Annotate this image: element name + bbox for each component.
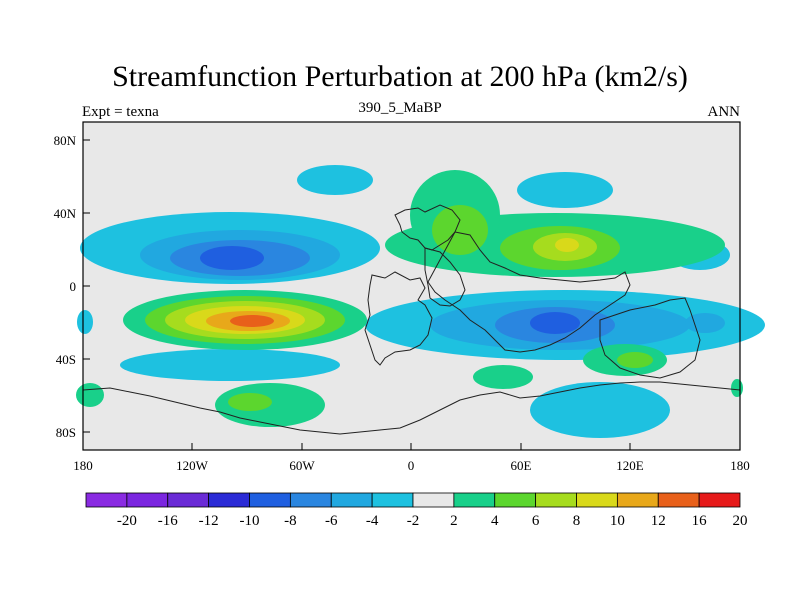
colorbar-label: 6 bbox=[532, 513, 540, 529]
colorbar-swatch bbox=[576, 492, 618, 508]
colorbar-swatch bbox=[535, 492, 577, 508]
contour-green-europe-2 bbox=[432, 205, 488, 255]
lon-tick-label: 120W bbox=[176, 458, 209, 473]
colorbar-swatch bbox=[453, 492, 496, 508]
colorbar-swatch bbox=[249, 492, 291, 508]
colorbar-swatch bbox=[330, 492, 373, 508]
colorbar-swatch bbox=[126, 492, 169, 508]
colorbar-label: 2 bbox=[450, 513, 458, 529]
coastline-europe bbox=[394, 204, 461, 251]
coastline-africa bbox=[424, 247, 466, 307]
lat-tick-label: 80N bbox=[54, 133, 77, 148]
lat-axis: 80N 40N 0 40S 80S bbox=[54, 133, 90, 440]
contour-green-right-edge bbox=[731, 379, 743, 397]
subtitle-label: 390_5_MaBP bbox=[358, 100, 442, 116]
colorbar-swatch bbox=[371, 492, 414, 508]
colorbar-label: -4 bbox=[366, 513, 379, 529]
colorbar-label: -8 bbox=[284, 513, 297, 529]
colorbar-label: 12 bbox=[651, 513, 666, 529]
contour-green-atlantic-south bbox=[473, 365, 533, 389]
colorbar-label: 20 bbox=[733, 513, 748, 529]
lon-tick-label: 0 bbox=[408, 458, 415, 473]
experiment-label: Expt = texna bbox=[82, 104, 159, 120]
lat-tick-label: 80S bbox=[56, 425, 76, 440]
lat-tick-label: 40S bbox=[56, 352, 76, 367]
contour-blue-tropical-core bbox=[530, 312, 580, 334]
contour-blue-tropical-east bbox=[685, 313, 725, 333]
coastline-australia bbox=[599, 297, 701, 379]
colorbar-swatch bbox=[208, 492, 250, 508]
colorbar-swatch bbox=[657, 492, 700, 508]
contour-green-antarctic-2 bbox=[228, 393, 272, 411]
colorbar-swatch bbox=[412, 492, 455, 508]
colorbar-label: -6 bbox=[325, 513, 338, 529]
lon-tick-label: 120E bbox=[616, 458, 644, 473]
lon-tick-label: 180 bbox=[730, 458, 750, 473]
colorbar-swatch bbox=[85, 492, 128, 508]
colorbar-label: -20 bbox=[117, 513, 137, 529]
colorbar-label: -12 bbox=[199, 513, 219, 529]
lat-tick-label: 40N bbox=[54, 206, 77, 221]
colorbar-label: -10 bbox=[240, 513, 260, 529]
contour-blue-south-ocean bbox=[530, 382, 670, 438]
plot-area bbox=[76, 121, 765, 451]
lon-axis: 180 120W 60W 0 60E 120E 180 bbox=[73, 443, 750, 473]
contour-blue-small-top-right bbox=[517, 172, 613, 208]
colorbar-label: 16 bbox=[692, 513, 708, 529]
contour-green-pacific-tropical-6 bbox=[230, 315, 274, 327]
colorbar: -20 -16 -12 -10 -8 -6 -4 -2 2 4 6 8 10 12 16 20 bbox=[85, 492, 748, 529]
contour-green-indian-south-2 bbox=[617, 352, 653, 368]
colorbar-swatch bbox=[167, 492, 210, 508]
coastlines bbox=[82, 204, 741, 435]
colorbar-label: 10 bbox=[610, 513, 625, 529]
lat-tick-label: 0 bbox=[70, 279, 77, 294]
colorbar-swatch bbox=[494, 492, 537, 508]
colorbar-swatch bbox=[698, 492, 741, 508]
contour-green-left-edge bbox=[76, 383, 104, 407]
colorbar-swatch bbox=[616, 492, 659, 508]
colorbar-swatch bbox=[289, 492, 332, 508]
contour-blue-pacific-north-core bbox=[200, 246, 264, 270]
contour-green-asia-core bbox=[555, 238, 579, 252]
colorbar-label: 8 bbox=[573, 513, 581, 529]
coastline-asia bbox=[427, 231, 631, 353]
lon-tick-label: 60W bbox=[289, 458, 315, 473]
contour-blue-south-pacific bbox=[120, 349, 340, 381]
colorbar-label: -2 bbox=[407, 513, 420, 529]
coastline-americas bbox=[364, 271, 433, 366]
lon-tick-label: 60E bbox=[511, 458, 532, 473]
coastline-antarctica bbox=[82, 381, 741, 435]
contour-blue-left-edge bbox=[77, 310, 93, 334]
lon-tick-label: 180 bbox=[73, 458, 93, 473]
map-title: Streamfunction Perturbation at 200 hPa (… bbox=[112, 60, 688, 93]
season-label: ANN bbox=[707, 104, 741, 120]
colorbar-label: 4 bbox=[491, 513, 499, 529]
contour-blue-small-top bbox=[297, 165, 373, 195]
colorbar-label: -16 bbox=[158, 513, 178, 529]
